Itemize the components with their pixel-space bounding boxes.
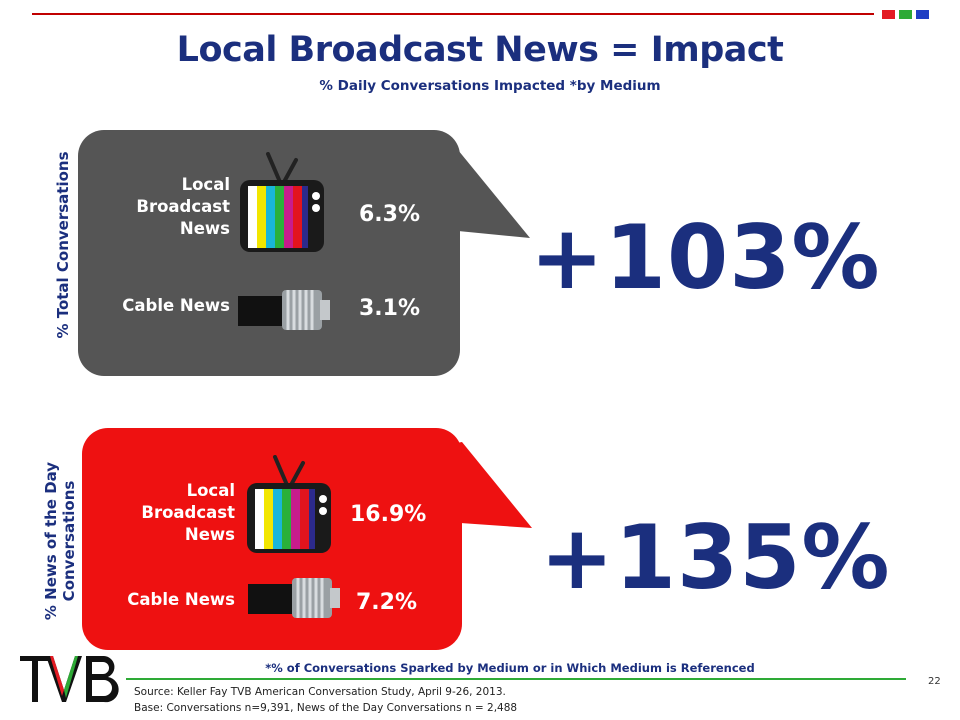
cable-news-label: Cable News (127, 590, 235, 609)
source-line-2: Base: Conversations n=9,391, News of the… (134, 702, 518, 714)
footnote: *% of Conversations Sparked by Medium or… (265, 661, 755, 675)
cable-news-value: 7.2% (356, 590, 418, 615)
lift-news-of-day: +135% (540, 506, 891, 609)
tv-icon (238, 152, 328, 258)
bubble-tail (440, 442, 532, 528)
green-square-icon (899, 10, 912, 19)
local-broadcast-value: 16.9% (350, 502, 427, 527)
axis-label-total: % Total Conversations (54, 151, 72, 339)
axis-label-line1: % News of the Day (42, 461, 60, 621)
cable-news-label: Cable News (122, 296, 230, 315)
axis-label-news-of-day: % News of the Day Conversations (42, 441, 82, 641)
cable-news-value: 3.1% (359, 296, 421, 321)
page-title: Local Broadcast News = Impact (176, 30, 784, 70)
axis-label-line2: Conversations (60, 480, 78, 602)
local-broadcast-label: Local Broadcast News (141, 481, 235, 544)
bubble-tail (440, 150, 530, 238)
source-note: Source: Keller Fay TVB American Conversa… (134, 684, 517, 716)
header-rule (32, 13, 874, 15)
cable-connector-icon (236, 286, 332, 338)
tv-icon (245, 455, 335, 561)
page-subtitle: % Daily Conversations Impacted *by Mediu… (319, 78, 661, 94)
footer-rule (126, 678, 906, 680)
red-square-icon (882, 10, 895, 19)
local-broadcast-label: Local Broadcast News (136, 175, 230, 238)
local-broadcast-value: 6.3% (359, 202, 421, 227)
page-number: 22 (928, 676, 941, 687)
cable-connector-icon (246, 574, 342, 626)
lift-total: +103% (530, 206, 881, 309)
blue-square-icon (916, 10, 929, 19)
source-line-1: Source: Keller Fay TVB American Conversa… (134, 686, 506, 698)
tvb-logo (20, 652, 124, 710)
